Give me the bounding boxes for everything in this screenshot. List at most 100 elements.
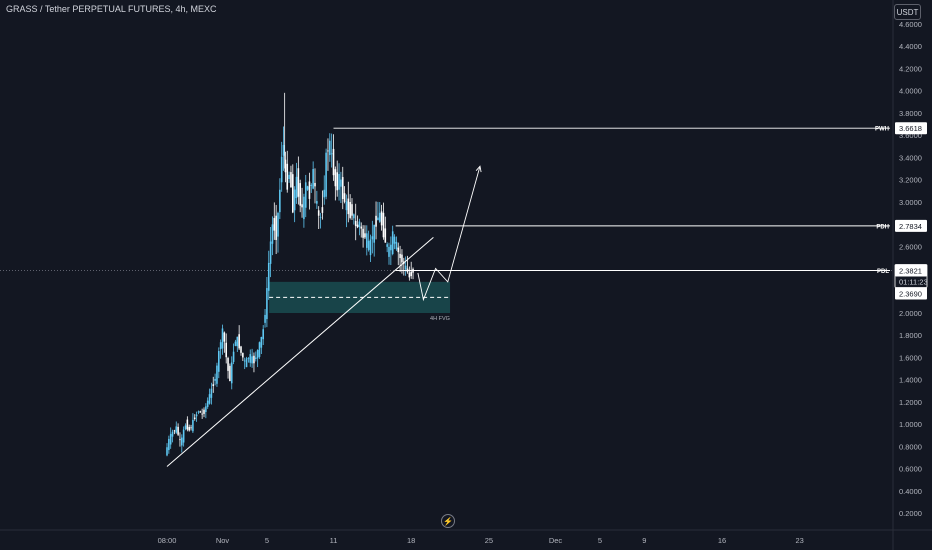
candle-body	[336, 172, 338, 191]
candle-body	[225, 342, 227, 358]
candle-body	[240, 346, 242, 353]
x-tick-label: 11	[330, 536, 338, 545]
candle-body	[393, 236, 396, 244]
candle-body	[247, 357, 250, 359]
candle-body	[190, 427, 192, 429]
x-tick-label: 5	[598, 536, 602, 545]
candle-body	[306, 186, 309, 190]
candle-body	[292, 174, 294, 213]
x-tick-label: 9	[642, 536, 646, 545]
y-tick-label: 1.0000	[899, 420, 922, 429]
candle-body	[169, 433, 172, 445]
candle-body	[304, 182, 307, 208]
candle-body	[347, 198, 350, 215]
candle-body	[279, 189, 281, 213]
candle-body	[303, 196, 305, 220]
y-tick-label: 3.6000	[899, 131, 922, 140]
candle-body	[197, 411, 200, 413]
candle-body	[267, 262, 270, 291]
candle-body	[308, 181, 311, 199]
candle-body	[288, 174, 290, 180]
candle-body	[364, 233, 366, 238]
x-tick-label: 16	[718, 536, 726, 545]
candle-body	[299, 183, 301, 206]
projection-arrowhead	[475, 165, 482, 173]
candle-body	[297, 168, 300, 197]
trendline	[166, 237, 434, 467]
level-price-text: 3.6618	[899, 124, 922, 133]
candle-body	[260, 337, 263, 348]
y-tick-label: 1.8000	[899, 331, 922, 340]
y-tick-label: 3.4000	[899, 153, 922, 162]
candle-body	[218, 351, 220, 372]
y-tick-label: 3.2000	[899, 176, 922, 185]
candle-body	[249, 354, 252, 363]
candle-body	[390, 244, 392, 251]
y-tick-label: 0.8000	[899, 442, 922, 451]
candle-body	[182, 429, 185, 443]
candle-body	[253, 355, 255, 364]
candle-body	[321, 207, 324, 213]
candle-body	[329, 140, 331, 155]
candle-body	[316, 201, 318, 204]
candle-body	[349, 202, 351, 218]
candle-body	[290, 172, 292, 188]
candle-body	[325, 152, 327, 197]
candle-body	[264, 314, 266, 323]
candle-body	[223, 332, 226, 342]
candle-body	[366, 233, 368, 248]
current-price-tag-top	[895, 264, 927, 277]
level-label-pdl: PDL	[877, 269, 889, 275]
candle-body	[193, 417, 196, 419]
candle-body	[236, 336, 239, 347]
candle-body	[293, 189, 296, 211]
candle-body	[332, 148, 335, 176]
candle-body	[334, 169, 337, 187]
y-tick-label: 2.6000	[899, 242, 922, 251]
candle-body	[345, 201, 348, 211]
candle-body	[173, 430, 176, 432]
level-price-text: 2.7834	[899, 222, 922, 231]
candle-body	[175, 426, 178, 433]
candle-body	[245, 358, 248, 368]
candle-body	[232, 351, 235, 362]
candle-body	[284, 159, 287, 173]
candle-body	[295, 176, 298, 199]
candle-body	[219, 342, 222, 350]
candle-body	[205, 406, 207, 413]
candle-body	[168, 438, 170, 451]
countdown-text: 01:11:23	[899, 278, 928, 287]
candle-body	[373, 224, 375, 243]
candle-body	[216, 365, 218, 384]
candle-body	[386, 244, 388, 247]
candle-body	[401, 254, 403, 263]
candle-body	[214, 378, 216, 381]
y-tick-label: 0.6000	[899, 465, 922, 474]
lightning-icon[interactable]: ⚡	[441, 514, 455, 528]
candle-body	[201, 413, 203, 415]
candle-body	[404, 265, 407, 270]
candle-body	[341, 177, 344, 199]
candle-body	[203, 409, 205, 414]
candle-body	[317, 210, 320, 216]
currency-button[interactable]: USDT	[894, 4, 921, 20]
candle-body	[340, 179, 342, 187]
candle-body	[188, 427, 190, 431]
candle-body	[266, 288, 268, 320]
candle-body	[258, 342, 261, 357]
current-price-text: 2.3821	[899, 267, 922, 276]
candle-body	[221, 328, 224, 349]
candle-body	[380, 211, 383, 226]
candle-body	[195, 414, 198, 417]
candle-body	[227, 357, 229, 371]
candle-body	[395, 241, 398, 250]
candle-body	[377, 217, 379, 221]
candle-body	[199, 411, 202, 413]
y-tick-label: 4.6000	[899, 20, 922, 29]
x-tick-label: 25	[485, 536, 493, 545]
candle-body	[367, 240, 370, 250]
y-tick-label: 4.4000	[899, 42, 922, 51]
candle-body	[184, 425, 187, 430]
y-tick-label: 2.0000	[899, 309, 922, 318]
